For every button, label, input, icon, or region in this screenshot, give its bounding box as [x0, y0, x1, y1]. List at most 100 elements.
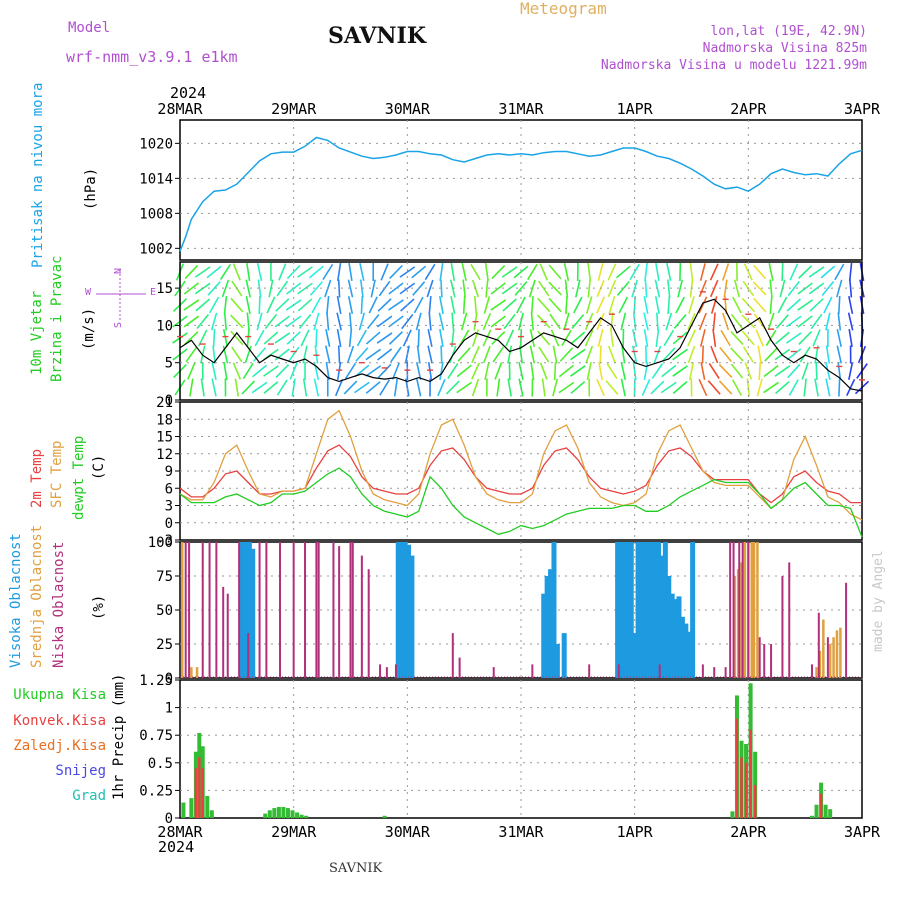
mid-cloud-bar	[743, 542, 747, 678]
top-date-label: 2APR	[730, 100, 767, 118]
wind-arrow	[825, 312, 831, 331]
wind-arrow	[607, 279, 617, 298]
wind-arrow	[313, 312, 320, 331]
y-tick-label: 25	[156, 637, 173, 653]
wind-arrow	[675, 296, 686, 314]
wind-arrow	[653, 345, 662, 364]
wind-arrow	[439, 361, 444, 381]
wind-arrow	[616, 281, 630, 296]
y-tick-label: 0.75	[139, 728, 173, 744]
mid-cloud-bar	[195, 667, 199, 678]
wind-arrow	[344, 362, 357, 380]
wind-arrow	[587, 279, 591, 298]
wind-arrow	[411, 265, 427, 279]
wind-arrow	[206, 265, 222, 279]
high-cloud-bar	[632, 633, 638, 678]
wind-arrow	[286, 331, 301, 345]
compass-west: W	[85, 287, 92, 298]
wind-arrow	[707, 380, 721, 395]
wind-arrow	[709, 263, 719, 281]
wind-arrow	[507, 378, 512, 397]
total-precip-bar	[730, 811, 735, 818]
wind-arrow	[490, 315, 506, 328]
wind-arrow	[584, 329, 594, 347]
wind-arrow	[417, 328, 420, 348]
wind-arrow	[848, 362, 854, 380]
wind-arrow	[820, 265, 836, 279]
wind-arrow	[415, 312, 422, 331]
wind-arrow	[699, 263, 706, 281]
low-cloud-bar	[617, 664, 620, 678]
high-cloud-bar	[690, 542, 696, 678]
bottom-date-label: 31MAR	[498, 823, 544, 841]
low-cloud-bar	[315, 542, 318, 678]
lonlat-label: lon,lat (19E, 42.9N)	[710, 24, 867, 39]
wind-arrow	[276, 379, 288, 396]
low-cloud-bar	[367, 569, 370, 678]
wind-arrow	[276, 280, 289, 297]
wind-arrow	[187, 362, 196, 380]
wind-arrow	[211, 362, 217, 380]
wind-arrow	[336, 361, 342, 381]
high-cloud-bar	[618, 542, 624, 678]
wind-arrow	[231, 346, 243, 363]
low-cloud-bar	[747, 542, 750, 678]
bottom-date-label: 28MAR	[157, 823, 203, 841]
high-cloud-bar	[615, 542, 621, 678]
wind-arrow	[700, 362, 706, 380]
wind-arrow	[325, 329, 331, 347]
wind-arrow	[529, 329, 536, 347]
wind-arrow	[548, 264, 562, 280]
wind-arrow	[539, 362, 548, 380]
low-cloud-bar	[588, 664, 591, 678]
wind-arrow	[286, 264, 301, 280]
wind-arrow	[426, 279, 434, 298]
wind-arrow	[710, 345, 719, 364]
total-precip-bar	[263, 813, 268, 818]
wind-arrow	[314, 345, 319, 364]
wind-arrow	[574, 279, 581, 298]
dewpoint-line	[179, 467, 863, 538]
bottom-date-label: 2APR	[730, 823, 767, 841]
high-cloud-bar	[662, 542, 668, 678]
y-tick-label: 50	[156, 603, 173, 619]
low-cloud-bar	[531, 664, 534, 678]
wind-arrow	[428, 295, 432, 315]
wind-arrow	[322, 263, 334, 281]
wind-arrow	[769, 295, 773, 315]
wind-arrow	[798, 265, 813, 279]
low-cloud-bar	[658, 664, 661, 678]
low-cloud-bar	[741, 542, 744, 678]
wind-arrow	[211, 378, 217, 397]
wind-arrow	[471, 378, 480, 397]
low-cloud-bar	[265, 542, 268, 678]
wind-arrow	[313, 378, 320, 397]
conv-precip-bar	[735, 718, 739, 818]
wind-arrow	[643, 328, 649, 348]
wind-arrow	[388, 299, 404, 311]
total-precip-bar	[304, 815, 309, 818]
wind-arrow	[257, 279, 262, 298]
wind-arrow	[470, 263, 481, 281]
wind-arrow	[184, 264, 199, 280]
total-precip-bar	[814, 804, 819, 818]
wind-arrow	[183, 299, 200, 311]
wind-arrow	[548, 297, 562, 313]
mid-cloud-bar	[740, 562, 743, 678]
wind-arrow	[200, 378, 205, 397]
bottom-date-label: 29MAR	[271, 823, 317, 841]
wind-arrow	[389, 264, 403, 280]
wind-arrow	[774, 365, 791, 377]
wind-arrow	[297, 282, 313, 295]
wind-arrow	[655, 262, 660, 282]
wind-arrow	[809, 298, 824, 312]
wind-arrow	[775, 380, 790, 395]
high-cloud-bar	[246, 542, 252, 678]
wind-arrow	[212, 345, 216, 364]
low-cloud-bar	[781, 576, 784, 678]
wind-arrow	[274, 332, 291, 344]
wind-arrow	[360, 295, 364, 315]
wind-arrow	[427, 345, 433, 364]
wind-arrow	[799, 346, 811, 363]
wind-arrow	[297, 298, 313, 312]
